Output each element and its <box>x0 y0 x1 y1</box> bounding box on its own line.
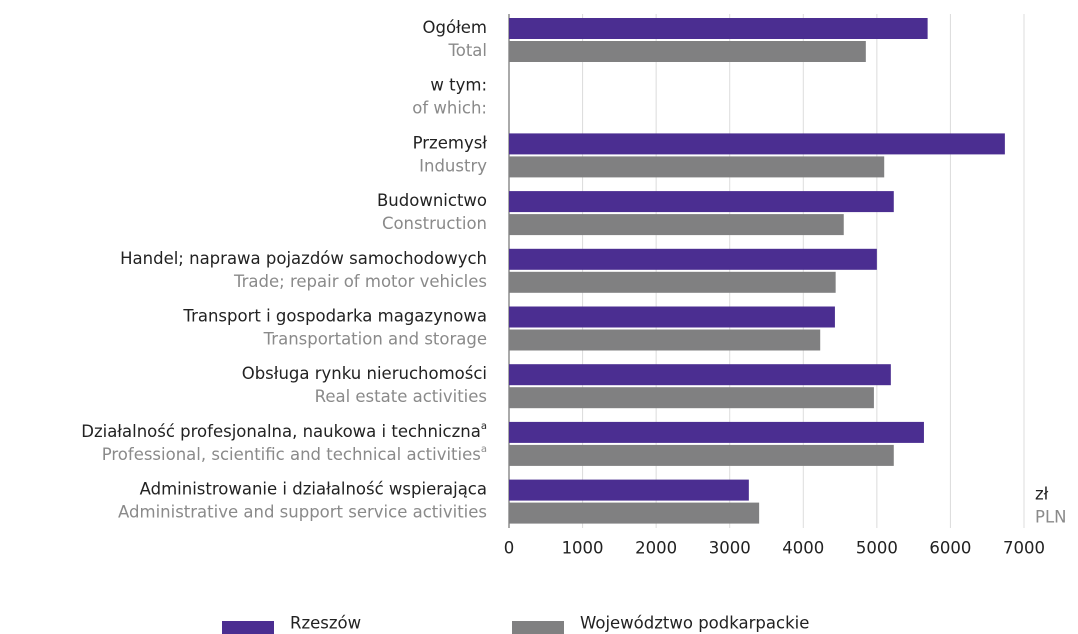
footnote-mark: a <box>481 421 487 432</box>
x-tick-label: 5000 <box>856 539 898 558</box>
category-label-en-text: Professional, scientific and technical a… <box>102 444 481 463</box>
bar <box>509 156 885 178</box>
category-label-text: Budownictwo <box>377 191 487 210</box>
category-label-en-text: Trade; repair of motor vehicles <box>233 271 487 290</box>
category-label-text: w tym: <box>430 75 487 94</box>
unit-label-en: PLN <box>1035 508 1067 527</box>
footnote-mark: a <box>481 444 487 455</box>
category-label-text: Handel; naprawa pojazdów samochodowych <box>120 248 487 267</box>
category-label-en: Industry <box>419 156 487 175</box>
bar <box>509 248 877 270</box>
x-tick-label: 1000 <box>562 539 604 558</box>
category-label-en: Trade; repair of motor vehicles <box>233 271 487 290</box>
bar <box>509 444 894 466</box>
category-label-en: Real estate activities <box>315 387 487 406</box>
x-tick-label: 3000 <box>709 539 751 558</box>
category-label-en-text: Administrative and support service activ… <box>118 502 487 521</box>
bar <box>509 502 760 524</box>
category-label-text: Przemysł <box>413 133 488 152</box>
x-tick-label: 2000 <box>635 539 677 558</box>
bar <box>509 306 835 328</box>
category-label-text: Ogółem <box>423 18 487 37</box>
bar <box>509 18 928 39</box>
category-label: Administrowanie i działalność wspierając… <box>140 479 487 498</box>
x-tick-label: 0 <box>504 539 515 558</box>
category-label: Przemysł <box>413 133 488 152</box>
legend-swatch <box>512 621 564 634</box>
category-label: Handel; naprawa pojazdów samochodowych <box>120 248 487 267</box>
category-label-en-text: Real estate activities <box>315 387 487 406</box>
bar <box>509 41 866 62</box>
category-label: Ogółem <box>423 18 487 37</box>
category-label-en: Construction <box>382 214 487 233</box>
category-label-en: Total <box>447 41 487 60</box>
category-label-en-text: of which: <box>412 98 487 117</box>
x-tick-label: 7000 <box>1003 539 1045 558</box>
category-label: Budownictwo <box>377 191 487 210</box>
category-label-en-text: Total <box>447 41 487 60</box>
category-label-text: Obsługa rynku nieruchomości <box>242 364 487 383</box>
category-label-en: Administrative and support service activ… <box>118 502 487 521</box>
unit-label: zł <box>1035 485 1049 504</box>
category-label-en: Transportation and storage <box>263 329 487 348</box>
bar <box>509 329 821 351</box>
bar <box>509 191 894 213</box>
category-label-text: Działalność profesjonalna, naukowa i tec… <box>81 421 481 440</box>
category-label: Działalność profesjonalna, naukowa i tec… <box>81 421 487 441</box>
category-label-text: Transport i gospodarka magazynowa <box>182 306 487 325</box>
category-label-en: Professional, scientific and technical a… <box>102 444 487 464</box>
x-tick-label: 4000 <box>782 539 824 558</box>
category-label-en-text: Construction <box>382 214 487 233</box>
bar <box>509 387 874 409</box>
category-label-text: Administrowanie i działalność wspierając… <box>140 479 487 498</box>
bar <box>509 214 844 236</box>
category-label-en: of which: <box>412 98 487 117</box>
category-label-en-text: Industry <box>419 156 487 175</box>
bar <box>509 479 749 501</box>
category-label-en-text: Transportation and storage <box>263 329 487 348</box>
category-label: Obsługa rynku nieruchomości <box>242 364 487 383</box>
bar <box>509 133 1005 155</box>
legend-label: Województwo podkarpackie <box>580 614 809 633</box>
bar <box>509 364 891 386</box>
x-tick-label: 6000 <box>929 539 971 558</box>
bar <box>509 271 836 293</box>
legend-label: Rzeszów <box>290 614 361 633</box>
category-label: Transport i gospodarka magazynowa <box>182 306 487 325</box>
legend-swatch <box>222 621 274 634</box>
bar <box>509 421 924 443</box>
category-label: w tym: <box>430 75 487 94</box>
